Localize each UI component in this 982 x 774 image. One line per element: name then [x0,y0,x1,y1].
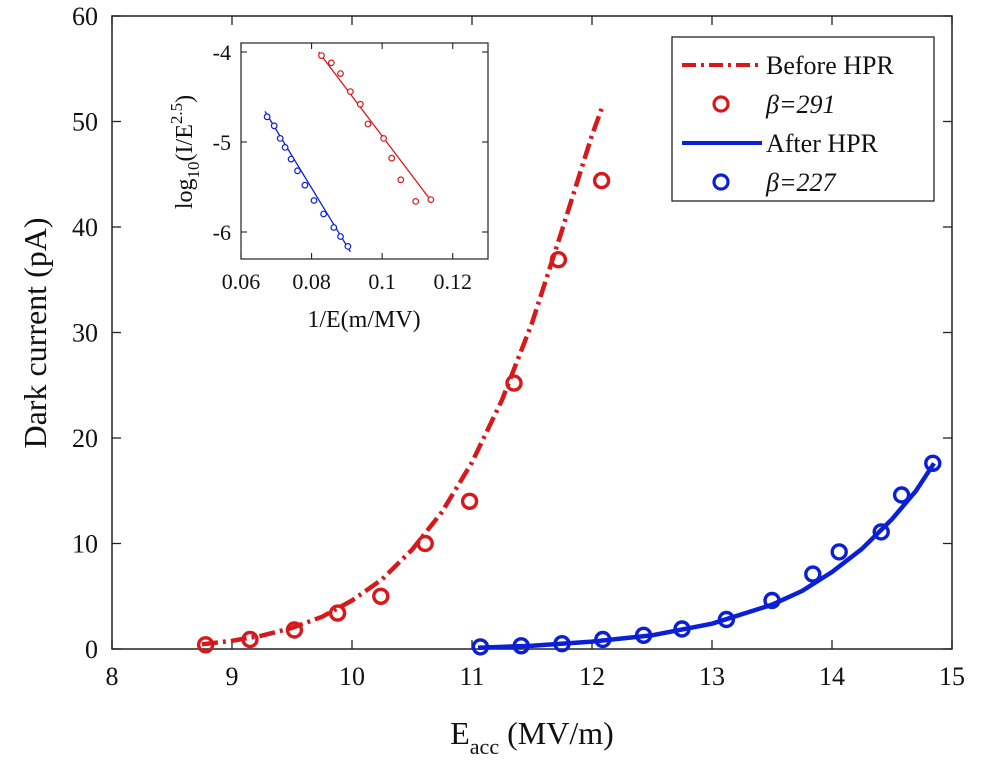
before-hpr-point [416,534,434,553]
legend-beta227-marker [712,173,730,191]
before-hpr-point [372,587,390,605]
inset-y-tick-label: -5 [213,130,231,155]
inset-before-point [388,154,396,162]
x-label-units: (MV/m) [499,715,614,751]
inset-after-point [344,242,352,250]
inset-data-markers [263,52,435,250]
after-hpr-point [892,486,911,504]
legend-after-label: After HPR [766,129,879,158]
inset-y-label-sub: 10 [184,161,203,178]
legend: Before HPR β=291 After HPR β=227 [671,36,935,202]
after-hpr-point [924,454,942,472]
x-label-sub: acc [470,734,500,759]
main-x-tick-label: 12 [579,662,605,691]
main-x-tick-label: 14 [819,662,845,691]
main-y-tick-label: 50 [72,108,98,137]
main-y-tick-label: 20 [72,424,98,453]
inset-before-point [364,120,372,128]
legend-beta227-label: β=227 [765,168,836,197]
inset-after-point [320,210,328,218]
inset-before-point [356,100,364,108]
before-hpr-point [196,636,215,654]
inset-y-tick-label: -6 [213,220,231,245]
main-y-tick-label: 40 [72,213,98,242]
before-hpr-point [285,621,304,639]
before-hpr-point [549,251,568,269]
inset-x-tick-label: 0.12 [433,269,472,294]
inset-axis-ticks: 0.06 0.08 0.1 0.12 -4 -5 -6 [213,40,488,294]
x-label-main: E [450,715,470,751]
inset-plot-frame [240,42,489,260]
inset-x-tick-label: 0.06 [222,269,261,294]
after-hpr-point [830,543,848,561]
inset-x-tick-label: 0.08 [292,269,331,294]
legend-beta291-marker [712,95,730,113]
inset-before-point [347,88,354,95]
before-hpr-point [241,630,259,649]
inset-after-point [276,134,284,142]
inset-after-point [263,113,271,121]
inset-before-point [427,196,435,204]
after-hpr-point [763,591,781,610]
before-hpr-point [592,171,611,190]
main-x-tick-label: 9 [226,662,239,691]
inset-y-label-mid: (I/E [172,124,198,161]
before-hpr-point [460,492,479,510]
inset-before-point [337,70,344,77]
after-hpr-point [553,635,571,653]
after-hpr-point [471,638,490,656]
inset-y-label-sup: 2.5 [167,103,186,124]
inset-after-point [301,181,309,189]
inset-after-point [337,233,344,240]
main-x-tick-label: 10 [339,662,365,691]
main-x-axis-label: Eacc (MV/m) [450,715,614,759]
main-y-tick-label: 0 [85,635,98,664]
main-axis-ticks: 8 9 10 11 12 13 14 15 0 10 20 30 40 50 60 [72,2,965,691]
before-hpr-point [328,604,347,622]
inset-after-point [294,167,301,175]
inset-before-point [318,52,325,59]
inset-after-point [270,122,278,130]
main-x-tick-label: 11 [459,662,484,691]
inset-before-fit-line [318,51,433,202]
inset-before-point [412,197,420,205]
inset-after-point [281,143,289,151]
inset-after-point [310,197,318,204]
after-hpr-fit-line [477,462,936,650]
inset-before-point [397,176,405,184]
main-y-tick-label: 10 [72,530,98,559]
inset-before-point [327,59,335,67]
main-data-markers [196,171,942,656]
inset-before-point [380,134,388,142]
after-hpr-point [872,523,890,541]
after-hpr-point [717,610,736,629]
after-hpr-point [634,626,653,644]
inset-x-axis-label: 1/E(m/MV) [307,307,420,333]
legend-beta291-label: β=291 [765,90,836,119]
main-x-tick-label: 8 [106,662,119,691]
inset-after-point [287,155,295,163]
main-y-tick-label: 60 [72,2,98,31]
main-x-tick-label: 13 [699,662,725,691]
after-hpr-point [512,637,530,655]
before-hpr-point [505,374,523,392]
main-y-axis-label: Dark current (pA) [17,218,53,449]
inset-y-tick-label: -4 [213,40,231,65]
inset-y-label-main: log [172,178,198,209]
inset-x-tick-label: 0.1 [368,269,396,294]
main-y-tick-label: 30 [72,319,98,348]
after-hpr-point [594,630,612,649]
after-hpr-point [804,565,822,583]
after-hpr-point [673,620,691,638]
main-x-tick-label: 15 [939,662,965,691]
legend-before-label: Before HPR [766,51,894,80]
inset-after-point [330,224,338,231]
inset-y-label-end: ) [172,95,198,103]
inset-y-axis-label: log10(I/E2.5) [167,95,203,209]
